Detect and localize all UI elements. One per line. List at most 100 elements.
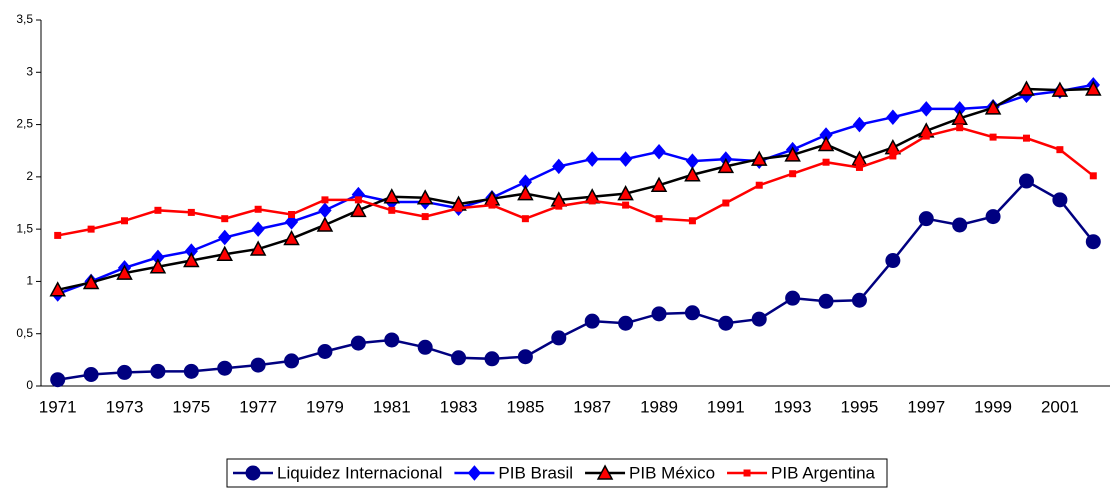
marker bbox=[1089, 172, 1097, 180]
series bbox=[51, 77, 1100, 302]
marker bbox=[221, 215, 229, 223]
marker bbox=[552, 158, 566, 175]
y-tick-label: 1,5 bbox=[16, 221, 33, 235]
marker bbox=[250, 357, 266, 373]
marker bbox=[54, 231, 62, 239]
marker bbox=[989, 133, 997, 141]
marker bbox=[684, 166, 701, 182]
marker bbox=[984, 99, 1002, 115]
marker bbox=[922, 132, 930, 140]
marker bbox=[1018, 173, 1034, 189]
marker bbox=[651, 306, 667, 322]
marker bbox=[743, 469, 751, 477]
marker bbox=[183, 363, 199, 379]
y-tick-label: 1 bbox=[26, 274, 33, 288]
marker bbox=[919, 101, 933, 117]
marker bbox=[1085, 234, 1101, 250]
marker bbox=[117, 364, 133, 380]
x-tick-label: 1993 bbox=[774, 397, 812, 416]
marker bbox=[318, 202, 332, 219]
legend-item: PIB Brasil bbox=[454, 463, 573, 482]
marker bbox=[851, 292, 867, 308]
marker bbox=[283, 229, 300, 246]
legend-label: PIB Argentina bbox=[771, 463, 876, 482]
marker bbox=[216, 245, 233, 261]
marker bbox=[784, 146, 801, 162]
marker bbox=[817, 135, 835, 152]
marker bbox=[254, 205, 262, 213]
marker bbox=[251, 221, 265, 237]
marker bbox=[517, 185, 534, 201]
series bbox=[54, 124, 1097, 239]
marker bbox=[555, 202, 563, 210]
marker bbox=[789, 170, 797, 178]
x-tick-label: 1979 bbox=[306, 397, 344, 416]
marker bbox=[284, 353, 300, 369]
x-tick-label: 1987 bbox=[573, 397, 611, 416]
legend: Liquidez Internacional PIB Brasil PIB Méxi… bbox=[226, 458, 888, 488]
marker bbox=[618, 151, 633, 167]
y-tick-label: 2,5 bbox=[16, 117, 33, 131]
marker bbox=[50, 372, 66, 388]
marker bbox=[750, 150, 768, 166]
marker bbox=[855, 163, 863, 171]
marker bbox=[755, 181, 763, 189]
marker bbox=[388, 206, 396, 214]
legend-label: PIB Brasil bbox=[498, 463, 573, 482]
marker bbox=[1085, 80, 1102, 96]
x-tick-label: 1985 bbox=[506, 397, 544, 416]
marker bbox=[245, 465, 261, 481]
marker bbox=[1056, 146, 1064, 154]
marker bbox=[685, 153, 700, 169]
marker bbox=[584, 313, 600, 329]
marker bbox=[249, 240, 267, 256]
marker bbox=[650, 176, 668, 192]
marker bbox=[354, 196, 362, 204]
marker bbox=[684, 305, 700, 321]
marker bbox=[952, 217, 968, 233]
y-tick-label: 0,5 bbox=[16, 326, 33, 340]
series-line bbox=[57, 179, 1095, 381]
marker bbox=[588, 197, 596, 205]
x-tick-label: 1977 bbox=[239, 397, 277, 416]
series-line bbox=[57, 83, 1094, 296]
marker bbox=[484, 351, 500, 367]
marker bbox=[217, 360, 233, 376]
marker bbox=[284, 214, 299, 230]
y-tick-label: 3,5 bbox=[16, 12, 33, 26]
marker bbox=[886, 109, 900, 126]
marker bbox=[688, 217, 696, 225]
y-tick-label: 3 bbox=[26, 64, 33, 78]
marker bbox=[717, 157, 735, 174]
marker bbox=[488, 201, 496, 209]
x-tick-label: 1997 bbox=[907, 397, 945, 416]
marker bbox=[889, 152, 897, 160]
marker bbox=[417, 339, 433, 355]
marker bbox=[785, 290, 801, 306]
x-tick-label: 1983 bbox=[440, 397, 478, 416]
x-tick-label: 1991 bbox=[707, 397, 745, 416]
y-tick-label: 0 bbox=[26, 378, 33, 392]
series bbox=[50, 173, 1101, 388]
marker bbox=[985, 209, 1001, 225]
marker bbox=[82, 273, 100, 290]
marker bbox=[149, 258, 167, 274]
x-tick-label: 1975 bbox=[172, 397, 210, 416]
marker bbox=[885, 253, 901, 269]
legend-label: PIB México bbox=[629, 463, 715, 482]
marker bbox=[154, 206, 162, 214]
legend-item: PIB México bbox=[585, 463, 715, 482]
marker bbox=[455, 204, 463, 212]
x-tick-label: 1973 bbox=[106, 397, 144, 416]
marker bbox=[451, 350, 467, 366]
x-tick-label: 1995 bbox=[841, 397, 879, 416]
marker bbox=[383, 188, 401, 204]
marker bbox=[416, 189, 434, 205]
marker bbox=[350, 201, 367, 218]
marker bbox=[116, 264, 133, 280]
marker bbox=[852, 116, 867, 133]
y-tick-label: 2 bbox=[26, 169, 33, 183]
x-tick-label: 1971 bbox=[39, 397, 77, 416]
